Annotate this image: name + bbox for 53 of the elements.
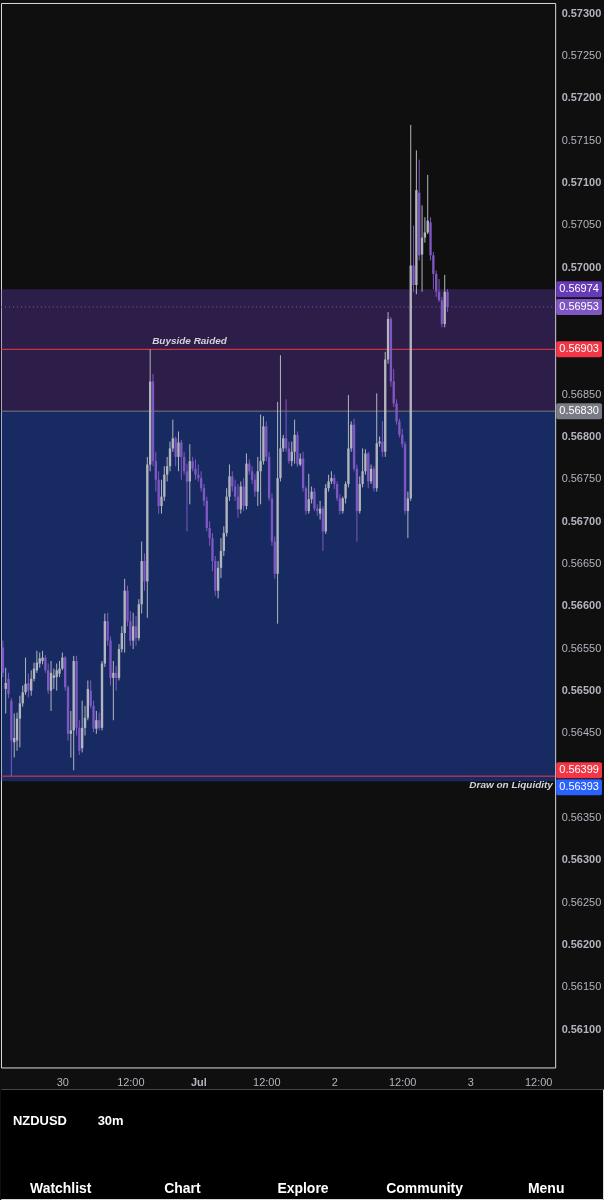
text: Watchlist [30, 1180, 92, 1197]
y-tick-label: 0.56350 [561, 811, 602, 824]
x-tick-label: 3 [467, 1075, 474, 1088]
y-tick-label: 0.56600 [561, 599, 602, 612]
candlestick [412, 225, 415, 293]
ref-line-label: 0.56903 [559, 342, 599, 355]
ref-line-label: 0.56953 [559, 299, 599, 312]
y-tick-label: 0.56300 [561, 853, 602, 866]
y-tick-label: 0.57200 [561, 91, 602, 104]
band-label: 0.56974 [559, 282, 599, 295]
candlestick [7, 672, 10, 699]
x-tick-label: 12:00 [389, 1075, 417, 1088]
y-tick-label: 0.57250 [561, 48, 602, 61]
y-tick-label: 0.56750 [561, 472, 602, 485]
y-tick-label: 0.56100 [561, 1022, 602, 1035]
x-tick-label: 12:00 [253, 1075, 281, 1088]
candlestick [143, 552, 146, 592]
candlestick [177, 430, 180, 472]
candlestick [242, 477, 245, 512]
text: Explore [277, 1180, 329, 1197]
y-tick-label: 0.56550 [561, 641, 602, 654]
text: NZDUSD [12, 1113, 67, 1129]
x-tick-label: 30 [56, 1075, 69, 1088]
candlestick [293, 419, 296, 465]
band-label: 0.56393 [559, 780, 599, 793]
text: Menu [528, 1180, 565, 1197]
ref-line-label: 0.56399 [559, 763, 599, 776]
ref-line-label: 0.56830 [559, 404, 599, 417]
y-tick-label: 0.56500 [561, 684, 602, 697]
y-tick-label: 0.57150 [561, 133, 602, 146]
candlestick [174, 436, 177, 467]
y-tick-label: 0.57000 [561, 260, 602, 273]
text: 30m [97, 1113, 124, 1129]
y-tick-label: 0.56450 [561, 726, 602, 739]
x-tick-label: Jul [190, 1075, 207, 1088]
y-tick-label: 0.57300 [561, 6, 602, 19]
y-tick-label: 0.56200 [561, 938, 602, 951]
x-tick-label: 12:00 [524, 1075, 553, 1088]
y-tick-label: 0.57050 [561, 218, 602, 231]
y-tick-label: 0.56650 [561, 557, 602, 570]
text: Community [386, 1180, 464, 1197]
annotation: Draw on Liquidity [469, 779, 554, 791]
y-tick-label: 0.56800 [561, 430, 602, 443]
annotation: Buyside Raided [152, 335, 228, 347]
y-tick-label: 0.56700 [561, 514, 602, 527]
x-tick-label: 2 [331, 1075, 338, 1088]
x-tick-label: 12:00 [117, 1075, 145, 1088]
y-tick-label: 0.56250 [561, 895, 602, 908]
y-tick-label: 0.57100 [561, 176, 602, 188]
text: Chart [164, 1180, 201, 1197]
candlestick [27, 673, 30, 698]
y-tick-label: 0.56850 [561, 387, 602, 400]
y-tick-label: 0.56150 [561, 980, 602, 993]
